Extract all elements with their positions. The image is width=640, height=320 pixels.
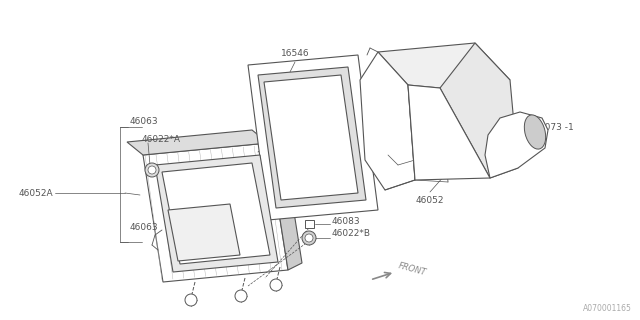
Circle shape [270,279,282,291]
Text: 46063: 46063 [130,117,159,126]
Polygon shape [248,55,378,220]
Text: A070001165: A070001165 [583,304,632,313]
Text: 46052A: 46052A [19,188,53,197]
Circle shape [302,231,316,245]
Polygon shape [408,85,490,180]
Circle shape [145,163,159,177]
Text: FRONT: FRONT [397,261,427,277]
Polygon shape [485,112,548,178]
Text: 46063: 46063 [130,222,159,231]
Text: 46022*A: 46022*A [142,135,181,145]
Polygon shape [168,204,240,261]
Polygon shape [268,136,302,270]
Text: 46083: 46083 [332,217,360,226]
Polygon shape [378,43,510,88]
Circle shape [305,234,313,242]
Polygon shape [264,75,358,200]
Circle shape [235,290,247,302]
Text: 16546: 16546 [281,49,309,58]
Ellipse shape [524,115,546,149]
Text: 46022*B: 46022*B [332,228,371,237]
Polygon shape [440,43,518,178]
Polygon shape [162,163,270,264]
Circle shape [148,166,156,174]
Polygon shape [127,130,268,155]
Text: FIG.073 -1: FIG.073 -1 [527,124,573,132]
Circle shape [185,294,197,306]
Polygon shape [143,143,288,282]
Polygon shape [258,67,366,208]
Text: 46052: 46052 [416,196,444,205]
Bar [305,220,314,228]
Polygon shape [155,155,278,272]
Polygon shape [360,52,415,190]
